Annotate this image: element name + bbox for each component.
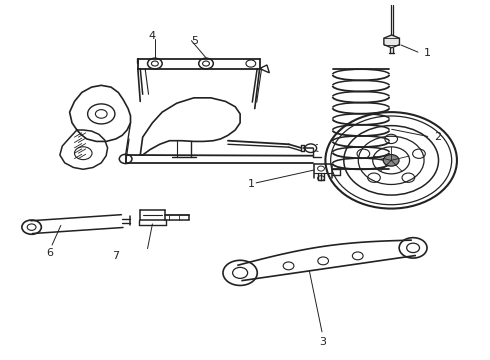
Text: 7: 7 xyxy=(112,251,120,261)
Text: 3: 3 xyxy=(319,337,326,347)
Text: 6: 6 xyxy=(47,248,53,258)
Circle shape xyxy=(383,154,399,166)
Text: 1: 1 xyxy=(248,179,255,189)
Text: 2: 2 xyxy=(434,132,441,142)
Text: 1: 1 xyxy=(424,48,431,58)
Text: 4: 4 xyxy=(149,31,156,41)
Text: 5: 5 xyxy=(192,36,198,46)
Polygon shape xyxy=(384,35,399,48)
